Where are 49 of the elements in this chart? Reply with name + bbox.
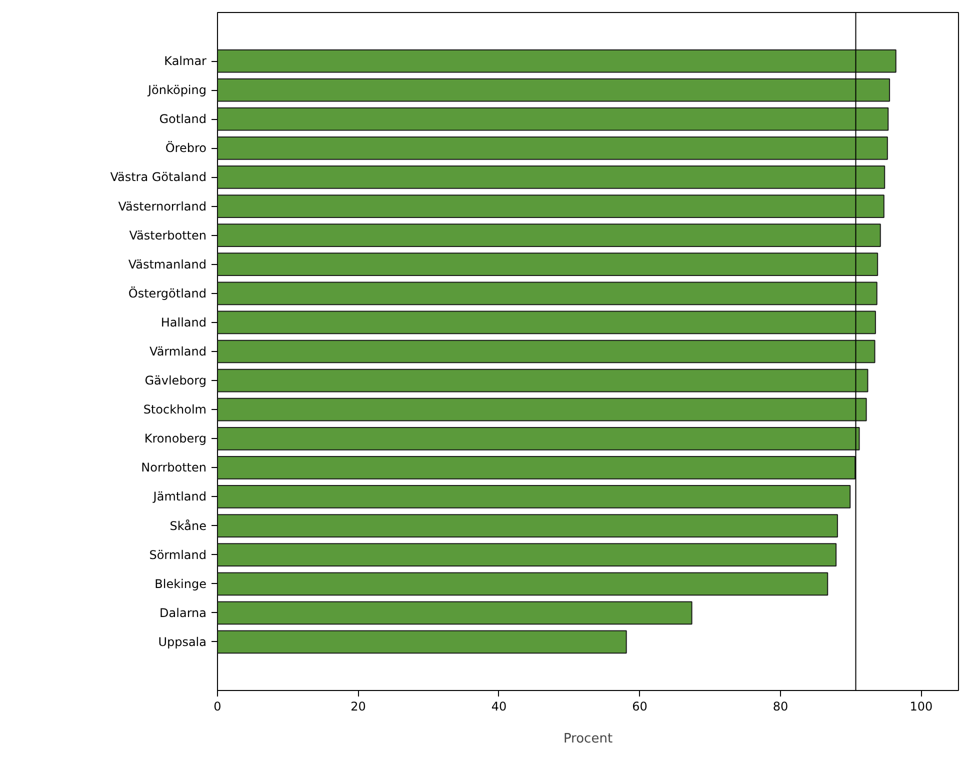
y-tick-label: Kronoberg (144, 432, 207, 446)
bar (218, 630, 627, 654)
bar (218, 136, 888, 160)
x-tick-label: 80 (772, 700, 788, 714)
bar (218, 224, 881, 247)
y-tick-label: Uppsala (158, 634, 206, 649)
bar (218, 601, 692, 625)
bar (218, 78, 890, 102)
bar (218, 282, 878, 306)
y-tick-label: Sörmland (149, 548, 206, 562)
bar (218, 398, 867, 422)
bar (218, 194, 884, 218)
bar (218, 49, 896, 73)
y-tick-label: Halland (160, 315, 207, 330)
y-tick-label: Blekinge (154, 576, 207, 591)
y-tick-label: Gävleborg (144, 374, 207, 388)
bar (218, 426, 860, 450)
y-tick-label: Värmland (150, 344, 206, 358)
bar (218, 310, 876, 334)
bar (218, 107, 889, 131)
bar (218, 572, 828, 596)
y-tick-label: Gotland (159, 112, 207, 126)
y-tick-label: Västmanland (128, 257, 207, 272)
x-tick-label: 60 (632, 700, 648, 714)
x-tick-label: 0 (214, 700, 222, 714)
y-tick-label: Norrbotten (141, 460, 207, 475)
y-tick-label: Dalarna (160, 606, 207, 620)
y-tick-label: Västra Götaland (110, 170, 207, 184)
bar (218, 368, 868, 392)
x-tick-label: 20 (350, 700, 366, 714)
y-tick-label: Jönköping (146, 83, 207, 98)
bar (218, 166, 886, 189)
x-tick-label: 100 (910, 700, 933, 714)
y-tick-label: Örebro (165, 141, 207, 156)
bar (218, 340, 876, 364)
x-axis-title: Procent (563, 732, 613, 746)
x-tick-label: 40 (491, 700, 507, 714)
bar (218, 252, 878, 276)
bar (218, 456, 856, 480)
bar (218, 543, 837, 567)
y-tick-label: Västerbotten (129, 228, 207, 242)
y-tick-label: Östergötland (128, 286, 207, 300)
y-tick-label: Västernorrland (118, 199, 207, 214)
y-tick-label: Stockholm (143, 402, 207, 417)
y-tick-label: Skåne (170, 518, 207, 533)
bar (218, 514, 838, 538)
y-tick-label: Jämtland (152, 490, 207, 504)
bar (218, 485, 851, 508)
y-tick-label: Kalmar (164, 54, 207, 68)
